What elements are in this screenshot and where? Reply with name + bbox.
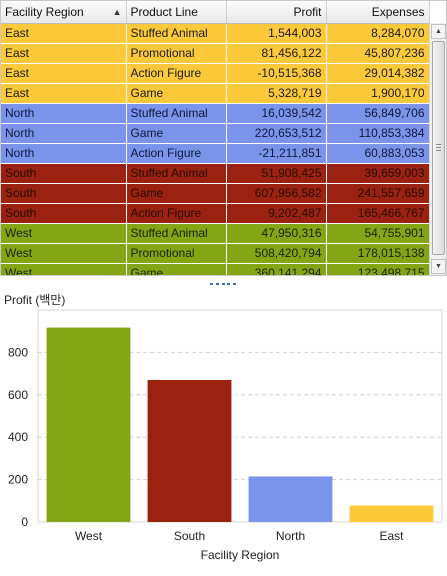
cell-profit: 47,950,316 (226, 223, 327, 244)
cell-profit: 5,328,719 (226, 83, 327, 104)
cell-expenses: 178,015,138 (326, 243, 430, 264)
table-row[interactable]: North Stuffed Animal 16,039,542 56,849,706 (1, 103, 430, 124)
cell-profit: 607,956,582 (226, 183, 327, 204)
table-row[interactable]: North Action Figure -21,211,851 60,883,053 (1, 143, 430, 164)
cell-product: Game (126, 83, 227, 104)
column-header-profit[interactable]: Profit (226, 1, 327, 24)
bar-west (46, 327, 131, 522)
cell-region: East (1, 43, 127, 64)
scroll-up-icon[interactable]: ▲ (431, 24, 446, 39)
cell-region: East (1, 63, 127, 84)
table-row[interactable]: South Stuffed Animal 51,908,425 39,659,003 (1, 163, 430, 184)
bar-north (248, 476, 333, 522)
y-tick-label: 200 (8, 473, 28, 487)
y-tick-label: 600 (8, 388, 28, 402)
panel-splitter-handle[interactable] (210, 283, 236, 287)
table-row[interactable]: North Game 220,653,512 110,853,384 (1, 123, 430, 144)
cell-product: Stuffed Animal (126, 23, 227, 44)
cell-expenses: 8,284,070 (326, 23, 430, 44)
cell-expenses: 39,659,003 (326, 163, 430, 184)
cell-region: East (1, 83, 127, 104)
data-grid: Facility Region ▲ Product Line Profit Ex… (0, 0, 447, 276)
cell-profit: 1,544,003 (226, 23, 327, 44)
y-tick-label: 0 (21, 515, 28, 529)
cell-expenses: 56,849,706 (326, 103, 430, 124)
cell-product: Action Figure (126, 143, 227, 164)
bar-south (147, 379, 232, 522)
scrollbar-thumb[interactable] (432, 41, 445, 255)
cell-profit: 360,141,294 (226, 263, 327, 275)
cell-profit: 51,908,425 (226, 163, 327, 184)
column-header-product[interactable]: Product Line (126, 1, 227, 24)
bar-east (349, 505, 434, 522)
x-tick-label: East (379, 529, 404, 543)
cell-product: Stuffed Animal (126, 163, 227, 184)
cell-profit: 508,420,794 (226, 243, 327, 264)
cell-region: South (1, 163, 127, 184)
x-tick-label: South (174, 529, 205, 543)
vertical-scrollbar[interactable]: ▲ ▼ (429, 23, 446, 275)
scroll-down-icon[interactable]: ▼ (431, 259, 446, 274)
cell-product: Promotional (126, 43, 227, 64)
cell-expenses: 241,557,659 (326, 183, 430, 204)
column-header-region[interactable]: Facility Region ▲ (1, 1, 127, 24)
table-row[interactable]: South Game 607,956,582 241,557,659 (1, 183, 430, 204)
sort-ascending-icon[interactable]: ▲ (112, 6, 122, 17)
cell-region: West (1, 223, 127, 244)
cell-expenses: 60,883,053 (326, 143, 430, 164)
cell-region: North (1, 143, 127, 164)
cell-expenses: 54,755,901 (326, 223, 430, 244)
table-row[interactable]: West Game 360,141,294 123,498,715 (1, 263, 430, 275)
cell-profit: -10,515,368 (226, 63, 327, 84)
cell-profit: 9,202,487 (226, 203, 327, 224)
cell-region: North (1, 103, 127, 124)
table-row[interactable]: East Action Figure -10,515,368 29,014,382 (1, 63, 430, 84)
x-tick-label: North (276, 529, 305, 543)
cell-expenses: 110,853,384 (326, 123, 430, 144)
y-tick-label: 400 (8, 430, 28, 444)
cell-product: Stuffed Animal (126, 223, 227, 244)
cell-region: North (1, 123, 127, 144)
cell-expenses: 1,900,170 (326, 83, 430, 104)
cell-product: Stuffed Animal (126, 103, 227, 124)
cell-product: Action Figure (126, 203, 227, 224)
table-row[interactable]: South Action Figure 9,202,487 165,466,767 (1, 203, 430, 224)
table-row[interactable]: West Promotional 508,420,794 178,015,138 (1, 243, 430, 264)
y-tick-label: 800 (8, 345, 28, 359)
x-axis-label: Facility Region (201, 548, 280, 562)
cell-region: South (1, 183, 127, 204)
grip-icon (436, 142, 441, 153)
table-row[interactable]: East Stuffed Animal 1,544,003 8,284,070 (1, 23, 430, 44)
table-row[interactable]: West Stuffed Animal 47,950,316 54,755,901 (1, 223, 430, 244)
table-row[interactable]: East Game 5,328,719 1,900,170 (1, 83, 430, 104)
cell-product: Game (126, 183, 227, 204)
cell-product: Game (126, 263, 227, 275)
column-header-expenses[interactable]: Expenses (326, 1, 430, 24)
data-table: Facility Region ▲ Product Line Profit Ex… (1, 1, 430, 275)
x-tick-label: West (75, 529, 103, 543)
cell-product: Promotional (126, 243, 227, 264)
plot-area (37, 309, 443, 523)
cell-profit: 81,456,122 (226, 43, 327, 64)
cell-profit: 16,039,542 (226, 103, 327, 124)
cell-region: South (1, 203, 127, 224)
cell-profit: -21,211,851 (226, 143, 327, 164)
cell-expenses: 165,466,767 (326, 203, 430, 224)
cell-expenses: 123,498,715 (326, 263, 430, 275)
chart-title: Profit (백만) (4, 293, 65, 307)
cell-region: West (1, 263, 127, 275)
cell-product: Game (126, 123, 227, 144)
cell-region: East (1, 23, 127, 44)
cell-expenses: 29,014,382 (326, 63, 430, 84)
cell-profit: 220,653,512 (226, 123, 327, 144)
table-row[interactable]: East Promotional 81,456,122 45,807,236 (1, 43, 430, 64)
profit-bar-chart: Profit (백만) 0 200 400 600 800 West South North Ea… (4, 293, 443, 562)
cell-product: Action Figure (126, 63, 227, 84)
cell-region: West (1, 243, 127, 264)
header-row: Facility Region ▲ Product Line Profit Ex… (1, 1, 430, 24)
cell-expenses: 45,807,236 (326, 43, 430, 64)
